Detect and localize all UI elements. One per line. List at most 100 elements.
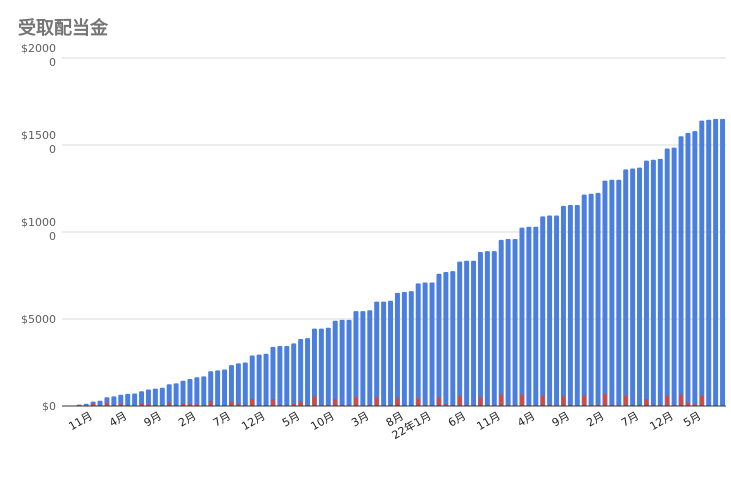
bar-cumulative	[111, 396, 117, 406]
bar-monthly	[582, 395, 586, 406]
bar-cumulative	[325, 327, 331, 406]
bar-cumulative	[706, 119, 712, 407]
bar-cumulative	[194, 377, 200, 406]
bar-cumulative	[512, 238, 518, 406]
x-tick-label: 5月	[280, 409, 302, 429]
bar-cumulative	[650, 159, 656, 406]
bar-cumulative	[415, 283, 421, 406]
bar-cumulative	[139, 391, 145, 406]
x-tick-label: 10月	[309, 409, 337, 433]
bar-monthly	[229, 401, 234, 406]
bar-cumulative	[574, 205, 580, 406]
x-tick-label: 9月	[142, 409, 164, 429]
bar-cumulative	[547, 215, 553, 406]
bar-monthly	[457, 396, 462, 406]
bar-cumulative	[353, 311, 359, 406]
bar-cumulative	[567, 205, 573, 406]
bar-cumulative	[125, 393, 131, 406]
bar-monthly	[623, 395, 628, 406]
bar-cumulative	[284, 345, 290, 406]
bar-cumulative	[291, 343, 297, 406]
bar-cumulative	[332, 320, 338, 406]
bar-cumulative	[318, 328, 324, 406]
x-tick-label: 4月	[515, 409, 537, 429]
bar-cumulative	[471, 260, 477, 406]
bar-cumulative	[242, 362, 248, 406]
bar-cumulative	[623, 169, 629, 406]
bar-cumulative	[173, 383, 179, 406]
bar-monthly	[374, 397, 379, 406]
bar-monthly	[181, 403, 185, 406]
bar-cumulative	[519, 227, 525, 406]
bar-cumulative	[637, 167, 643, 406]
bar-cumulative	[699, 120, 705, 406]
bar-cumulative	[581, 194, 587, 406]
x-tick-label: 9月	[550, 409, 572, 429]
bar-cumulative	[450, 271, 456, 406]
bar-cumulative	[464, 260, 470, 406]
bar-cumulative	[159, 387, 165, 406]
bar-cumulative	[477, 252, 483, 406]
bar-cumulative	[228, 365, 234, 406]
chart-title: 受取配当金	[18, 18, 108, 39]
bar-cumulative	[560, 205, 566, 406]
bar-cumulative	[484, 251, 490, 406]
bar-cumulative	[367, 310, 373, 406]
bar-monthly	[686, 402, 690, 406]
bar-cumulative	[408, 291, 414, 406]
bar-cumulative	[602, 180, 608, 406]
bar-monthly	[444, 404, 448, 406]
bar-cumulative	[457, 261, 463, 406]
bar-cumulative	[498, 239, 504, 406]
bar-cumulative	[270, 346, 276, 406]
bar-cumulative	[526, 226, 532, 406]
bar-monthly	[437, 397, 441, 406]
bar-cumulative	[713, 118, 719, 407]
bar-monthly	[665, 395, 669, 406]
bar-cumulative	[346, 319, 352, 406]
bar-monthly	[298, 401, 303, 406]
bar-cumulative	[401, 292, 407, 406]
x-tick-label: 6月	[446, 409, 468, 429]
bar-cumulative	[643, 160, 649, 406]
bar-monthly	[540, 395, 545, 406]
bar-cumulative	[505, 238, 511, 406]
bar-cumulative	[339, 319, 345, 406]
bar-cumulative	[491, 251, 497, 406]
bar-monthly	[416, 398, 420, 406]
x-tick-label: 11月	[66, 409, 94, 433]
bar-monthly	[250, 399, 254, 406]
bar-monthly	[291, 403, 296, 406]
bar-cumulative	[381, 301, 387, 406]
bar-cumulative	[374, 301, 380, 406]
bar-monthly	[105, 402, 109, 406]
bar-monthly	[119, 404, 123, 406]
y-tick-label: $1000 0	[21, 216, 56, 243]
bar-cumulative	[394, 292, 400, 406]
x-tick-label: 3月	[349, 409, 371, 429]
bar-cumulative	[436, 273, 442, 406]
bar-cumulative	[256, 354, 262, 406]
bar-cumulative	[720, 118, 726, 407]
bar-cumulative	[630, 168, 636, 406]
y-tick-label: $0	[42, 400, 56, 413]
bar-cumulative	[166, 384, 172, 406]
bar-monthly	[700, 395, 704, 406]
bar-monthly	[236, 404, 241, 406]
x-tick-label: 12月	[239, 409, 267, 433]
bar-monthly	[478, 397, 483, 406]
bar-cumulative	[208, 371, 214, 406]
bar-cumulative	[277, 345, 283, 406]
bar-cumulative	[311, 328, 317, 406]
bar-cumulative	[443, 272, 449, 406]
bar-cumulative	[360, 311, 366, 406]
bar-cumulative	[429, 282, 435, 406]
x-tick-label: 4月	[107, 409, 129, 429]
bar-cumulative	[187, 379, 193, 406]
bar-cumulative	[533, 226, 539, 406]
bar-monthly	[208, 400, 213, 406]
bar-cumulative	[388, 300, 394, 406]
bar-cumulative	[201, 376, 207, 406]
